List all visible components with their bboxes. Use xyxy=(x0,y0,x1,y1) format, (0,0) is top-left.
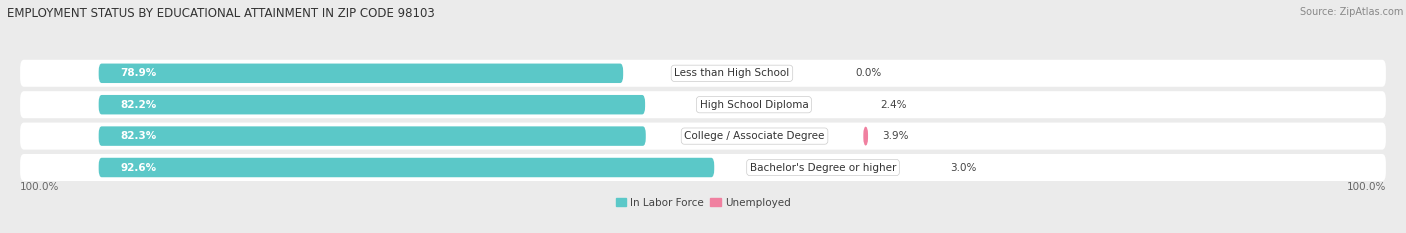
Text: Less than High School: Less than High School xyxy=(675,68,790,78)
Text: Bachelor's Degree or higher: Bachelor's Degree or higher xyxy=(749,162,896,172)
FancyBboxPatch shape xyxy=(98,95,645,114)
Text: 2.4%: 2.4% xyxy=(880,100,907,110)
Text: 100.0%: 100.0% xyxy=(1347,182,1386,192)
Text: 0.0%: 0.0% xyxy=(855,68,882,78)
Text: College / Associate Degree: College / Associate Degree xyxy=(685,131,825,141)
FancyBboxPatch shape xyxy=(20,123,1386,150)
Text: 82.3%: 82.3% xyxy=(121,131,156,141)
Text: High School Diploma: High School Diploma xyxy=(700,100,808,110)
Text: 82.2%: 82.2% xyxy=(121,100,156,110)
FancyBboxPatch shape xyxy=(98,64,623,83)
FancyBboxPatch shape xyxy=(20,154,1386,181)
Text: 3.0%: 3.0% xyxy=(950,162,976,172)
Text: 100.0%: 100.0% xyxy=(20,182,59,192)
Text: EMPLOYMENT STATUS BY EDUCATIONAL ATTAINMENT IN ZIP CODE 98103: EMPLOYMENT STATUS BY EDUCATIONAL ATTAINM… xyxy=(7,7,434,20)
FancyBboxPatch shape xyxy=(20,91,1386,118)
FancyBboxPatch shape xyxy=(863,126,868,146)
Text: 92.6%: 92.6% xyxy=(121,162,156,172)
Text: Source: ZipAtlas.com: Source: ZipAtlas.com xyxy=(1299,7,1403,17)
FancyBboxPatch shape xyxy=(20,60,1386,87)
Text: 78.9%: 78.9% xyxy=(121,68,156,78)
Text: 3.9%: 3.9% xyxy=(883,131,910,141)
FancyBboxPatch shape xyxy=(98,126,645,146)
Legend: In Labor Force, Unemployed: In Labor Force, Unemployed xyxy=(612,194,794,212)
FancyBboxPatch shape xyxy=(98,158,714,177)
